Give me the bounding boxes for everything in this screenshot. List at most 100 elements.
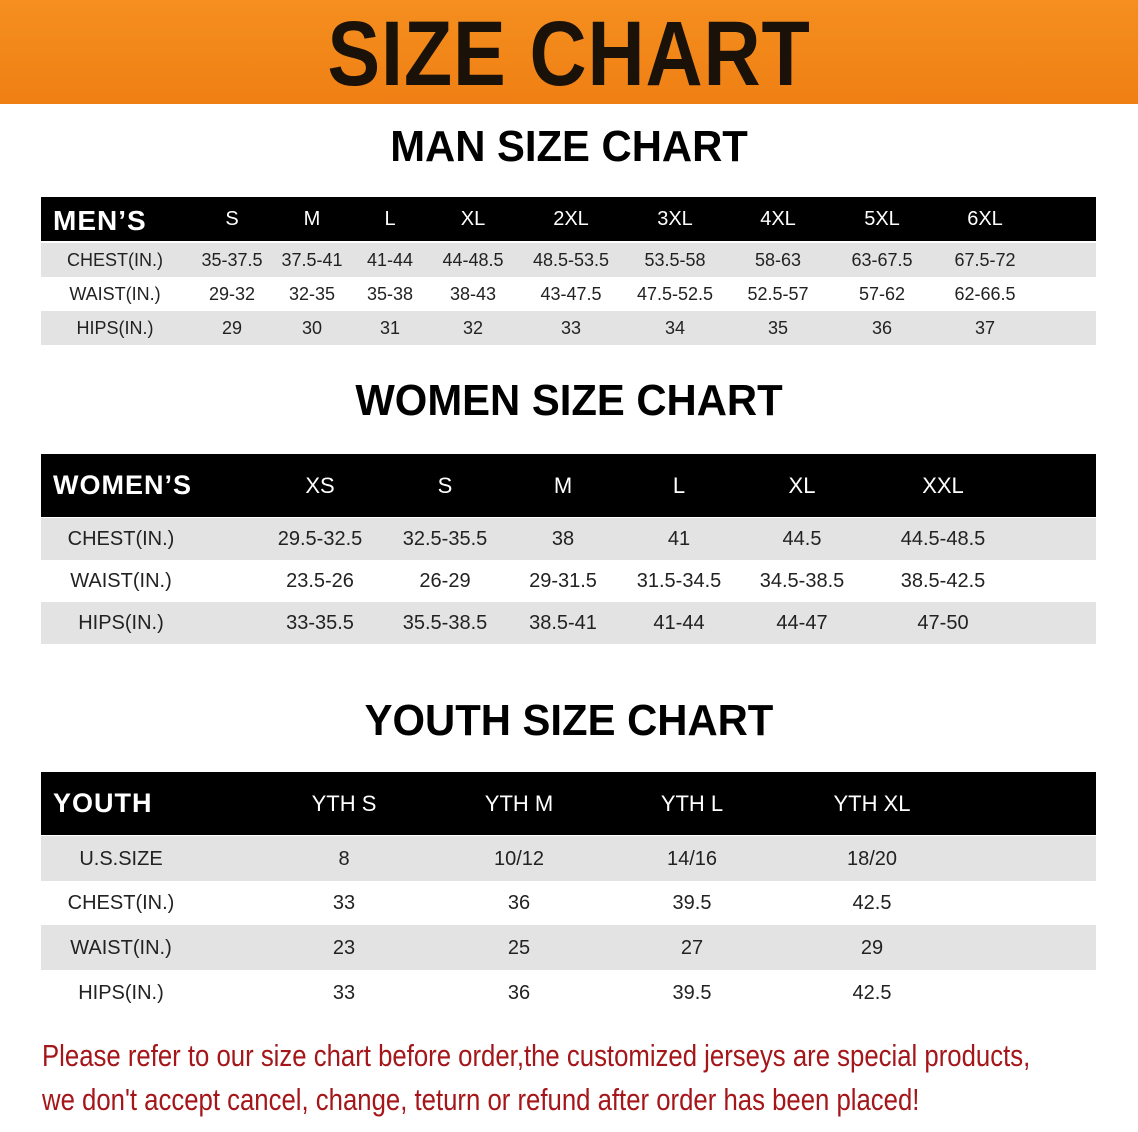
size-value: 36 bbox=[507, 982, 531, 1004]
women-section-title: WOMEN SIZE CHART bbox=[355, 376, 783, 425]
table-row: U.S.SIZE 8 10/12 14/16 18/20 bbox=[41, 836, 1096, 881]
size-value: 33 bbox=[560, 318, 582, 338]
row-label: CHEST(IN.) bbox=[67, 892, 175, 914]
size-value: 57-62 bbox=[858, 284, 906, 304]
size-value: 32 bbox=[462, 318, 484, 338]
row-label: HIPS(IN.) bbox=[78, 612, 164, 634]
table-row: CHEST(IN.) 29.5-32.5 32.5-35.5 38 41 44.5 44.5… bbox=[41, 518, 1096, 560]
size-header: M bbox=[303, 208, 321, 230]
size-value: 31.5-34.5 bbox=[636, 570, 722, 592]
size-value: 34.5-38.5 bbox=[759, 570, 845, 592]
size-value: 44.5 bbox=[782, 528, 822, 550]
table-row: WAIST(IN.) 23 25 27 29 bbox=[41, 925, 1096, 970]
row-label: CHEST(IN.) bbox=[67, 250, 163, 270]
size-value: 26-29 bbox=[419, 570, 471, 592]
size-header: XS bbox=[305, 473, 335, 498]
size-header: YTH XL bbox=[833, 791, 911, 816]
youth-header-label: YOUTH bbox=[53, 788, 153, 818]
size-value: 30 bbox=[301, 318, 323, 338]
size-value: 63-67.5 bbox=[851, 250, 913, 270]
size-value: 41-44 bbox=[366, 250, 414, 270]
size-value: 41 bbox=[667, 528, 691, 550]
size-value: 47.5-52.5 bbox=[636, 284, 714, 304]
table-row: CHEST(IN.) 35-37.5 37.5-41 41-44 44-48.5 48.5… bbox=[41, 243, 1096, 277]
size-value: 44-48.5 bbox=[442, 250, 504, 270]
size-header: XL bbox=[460, 208, 486, 230]
size-value: 32-35 bbox=[288, 284, 336, 304]
banner: SIZE CHART bbox=[0, 0, 1138, 105]
size-value: 35 bbox=[767, 318, 789, 338]
size-value: 27 bbox=[680, 937, 704, 959]
size-value: 44-47 bbox=[776, 612, 828, 634]
size-value: 29-31.5 bbox=[529, 570, 597, 592]
size-value: 52.5-57 bbox=[747, 284, 809, 304]
size-value: 8 bbox=[338, 848, 350, 870]
row-label: WAIST(IN.) bbox=[70, 570, 172, 592]
size-value: 38.5-41 bbox=[529, 612, 597, 634]
size-value: 23.5-26 bbox=[286, 570, 354, 592]
size-header: L bbox=[672, 473, 686, 498]
table-row: CHEST(IN.) 33 36 39.5 42.5 bbox=[41, 880, 1096, 925]
size-value: 58-63 bbox=[754, 250, 802, 270]
size-header: 4XL bbox=[760, 208, 796, 230]
size-value: 33 bbox=[332, 892, 356, 914]
size-value: 36 bbox=[871, 318, 893, 338]
row-label: CHEST(IN.) bbox=[67, 528, 175, 550]
size-value: 39.5 bbox=[672, 982, 712, 1004]
size-value: 23 bbox=[332, 937, 356, 959]
size-header: L bbox=[384, 208, 396, 230]
size-value: 33-35.5 bbox=[286, 612, 354, 634]
size-value: 34 bbox=[664, 318, 686, 338]
size-value: 36 bbox=[507, 892, 531, 914]
size-value: 29 bbox=[860, 937, 884, 959]
banner-title: SIZE CHART bbox=[327, 3, 811, 105]
table-row: HIPS(IN.) 33-35.5 35.5-38.5 38.5-41 41-44 44-… bbox=[41, 602, 1096, 644]
size-value: 38.5-42.5 bbox=[900, 570, 986, 592]
size-header: 6XL bbox=[967, 208, 1003, 230]
size-value: 35.5-38.5 bbox=[402, 612, 488, 634]
size-header: YTH L bbox=[660, 791, 724, 816]
row-label: U.S.SIZE bbox=[79, 848, 163, 870]
size-value: 14/16 bbox=[666, 848, 718, 870]
youth-section-title: YOUTH SIZE CHART bbox=[364, 696, 774, 745]
size-value: 67.5-72 bbox=[954, 250, 1016, 270]
size-header: YTH M bbox=[484, 791, 554, 816]
size-value: 37.5-41 bbox=[281, 250, 343, 270]
table-row: WAIST(IN.) 23.5-26 26-29 29-31.5 31.5-34.5 34… bbox=[41, 560, 1096, 602]
size-header: 3XL bbox=[657, 208, 693, 230]
size-value: 41-44 bbox=[653, 612, 705, 634]
women-header-label: WOMEN’S bbox=[53, 470, 192, 500]
notice-line-1: Please refer to our size chart before or… bbox=[42, 1038, 1031, 1073]
size-value: 10/12 bbox=[493, 848, 545, 870]
size-header: YTH S bbox=[311, 791, 377, 816]
size-header: S bbox=[225, 208, 239, 230]
size-header: M bbox=[553, 473, 573, 498]
size-value: 32.5-35.5 bbox=[402, 528, 488, 550]
size-value: 47-50 bbox=[917, 612, 969, 634]
size-value: 31 bbox=[379, 318, 401, 338]
size-value: 18/20 bbox=[846, 848, 898, 870]
size-value: 25 bbox=[507, 937, 531, 959]
size-value: 29-32 bbox=[208, 284, 256, 304]
size-header: 5XL bbox=[864, 208, 900, 230]
size-value: 42.5 bbox=[852, 982, 892, 1004]
table-row: HIPS(IN.) 33 36 39.5 42.5 bbox=[41, 970, 1096, 1015]
size-header: XXL bbox=[922, 473, 964, 498]
size-value: 39.5 bbox=[672, 892, 712, 914]
women-header-row: WOMEN’S XS S M L XL XXL bbox=[41, 454, 1096, 517]
size-header: 2XL bbox=[553, 208, 589, 230]
size-value: 53.5-58 bbox=[644, 250, 706, 270]
size-value: 35-37.5 bbox=[201, 250, 263, 270]
size-header: XL bbox=[788, 473, 816, 498]
notice-line-2: we don't accept cancel, change, teturn o… bbox=[42, 1082, 920, 1117]
row-label: HIPS(IN.) bbox=[76, 318, 154, 338]
size-value: 62-66.5 bbox=[954, 284, 1016, 304]
size-value: 29 bbox=[221, 318, 243, 338]
men-header-row: MEN’S S M L XL 2XL 3XL 4XL 5XL 6XL bbox=[41, 197, 1096, 241]
table-row: HIPS(IN.) 29 30 31 32 33 34 35 36 37 bbox=[41, 311, 1096, 345]
size-value: 38-43 bbox=[449, 284, 497, 304]
youth-header-row: YOUTH YTH S YTH M YTH L YTH XL bbox=[41, 772, 1096, 835]
table-row: WAIST(IN.) 29-32 32-35 35-38 38-43 43-47.5 47.… bbox=[41, 277, 1096, 311]
row-label: HIPS(IN.) bbox=[78, 982, 164, 1004]
size-header: S bbox=[437, 473, 453, 498]
